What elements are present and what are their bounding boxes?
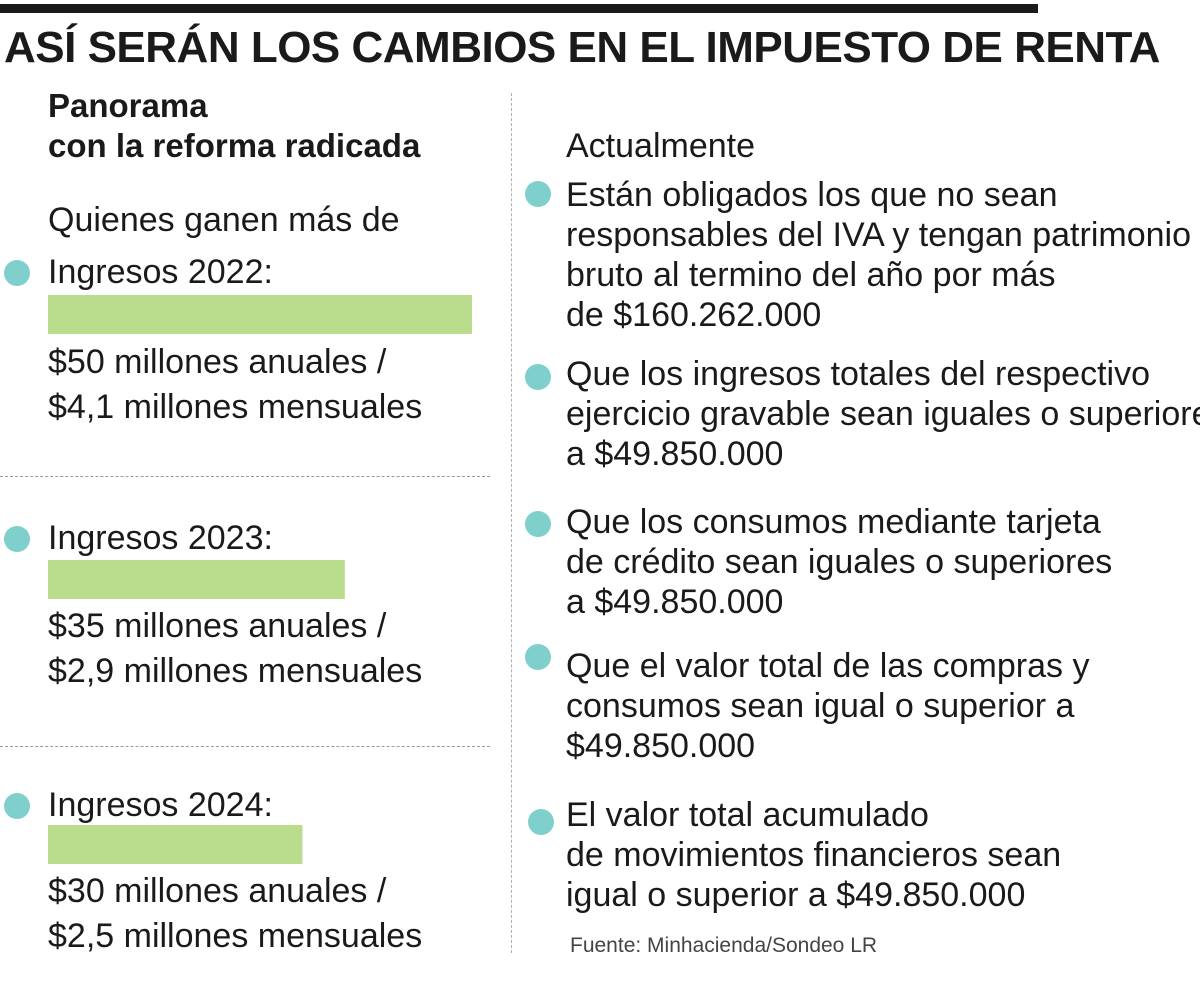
- monthly-amount: $2,9 millones mensuales: [48, 652, 423, 690]
- requirement-line: Que el valor total de las compras y: [566, 647, 1090, 685]
- requirement-line: Están obligados los que no sean: [566, 176, 1058, 214]
- requirement-line: Que los consumos mediante tarjeta: [566, 503, 1101, 541]
- top-rule: [0, 4, 1038, 13]
- monthly-amount: $2,5 millones mensuales: [48, 917, 423, 955]
- annual-amount: $35 millones anuales /: [48, 607, 387, 645]
- bullet-dot-icon: [525, 511, 551, 537]
- bullet-dot-icon: [525, 181, 551, 207]
- requirement-item: Que los consumos mediante tarjeta de cré…: [566, 502, 1112, 622]
- requirement-line: a $49.850.000: [566, 583, 784, 621]
- requirement-line: igual o superior a $49.850.000: [566, 876, 1026, 914]
- bar-value-label: $50 millones anuales / $4,1 millones men…: [48, 340, 422, 430]
- bullet-dot-icon: [525, 644, 551, 670]
- category-label: Ingresos 2022:: [48, 253, 273, 291]
- source-note: Fuente: Minhacienda/Sondeo LR: [570, 934, 878, 957]
- left-heading-line: con la reforma radicada: [48, 127, 421, 164]
- requirement-item: Que el valor total de las compras y cons…: [566, 646, 1089, 766]
- page-title: ASÍ SERÁN LOS CAMBIOS EN EL IMPUESTO DE …: [4, 23, 1160, 72]
- requirement-item: Están obligados los que no sean responsa…: [566, 175, 1191, 335]
- divider: [0, 476, 490, 477]
- bullet-dot-icon: [528, 809, 554, 835]
- left-heading-line: Panorama: [48, 87, 208, 124]
- bullet-dot-icon: [525, 364, 551, 390]
- requirement-line: a $49.850.000: [566, 435, 784, 473]
- requirement-item: El valor total acumulado de movimientos …: [566, 795, 1061, 915]
- bar-2023: [48, 560, 345, 599]
- bar-chart-row: [48, 560, 345, 599]
- requirement-line: de crédito sean iguales o superiores: [566, 543, 1113, 581]
- bar-chart-row: [48, 295, 472, 334]
- bullet-dot-icon: [4, 793, 30, 819]
- current-rules-title: Actualmente: [566, 127, 755, 165]
- requirement-line: de movimientos financieros sean: [566, 836, 1062, 874]
- requirement-line: $49.850.000: [566, 727, 756, 765]
- bullet-dot-icon: [4, 526, 30, 552]
- requirement-line: bruto al termino del año por más: [566, 256, 1056, 294]
- monthly-amount: $4,1 millones mensuales: [48, 388, 423, 426]
- requirement-line: de $160.262.000: [566, 296, 822, 334]
- column-divider: [511, 93, 512, 953]
- bullet-dot-icon: [4, 260, 30, 286]
- category-label: Ingresos 2024:: [48, 786, 273, 824]
- annual-amount: $50 millones anuales /: [48, 343, 387, 381]
- requirement-line: responsables del IVA y tengan patrimonio: [566, 216, 1191, 254]
- requirement-line: ejercicio gravable sean iguales o superi…: [566, 395, 1200, 433]
- requirement-line: consumos sean igual o superior a: [566, 687, 1075, 725]
- bar-value-label: $30 millones anuales / $2,5 millones men…: [48, 869, 422, 959]
- left-heading: Panorama con la reforma radicada: [48, 86, 420, 166]
- requirement-line: Que los ingresos totales del respectivo: [566, 355, 1150, 393]
- bar-2024: [48, 825, 303, 864]
- category-label: Ingresos 2023:: [48, 519, 273, 557]
- requirement-item: Que los ingresos totales del respectivo …: [566, 354, 1200, 474]
- bar-value-label: $35 millones anuales / $2,9 millones men…: [48, 604, 422, 694]
- divider: [0, 746, 490, 747]
- bar-chart-row: [48, 825, 303, 864]
- chart-title: Quienes ganen más de: [48, 201, 400, 239]
- requirement-line: El valor total acumulado: [566, 796, 929, 834]
- annual-amount: $30 millones anuales /: [48, 872, 387, 910]
- bar-2022: [48, 295, 472, 334]
